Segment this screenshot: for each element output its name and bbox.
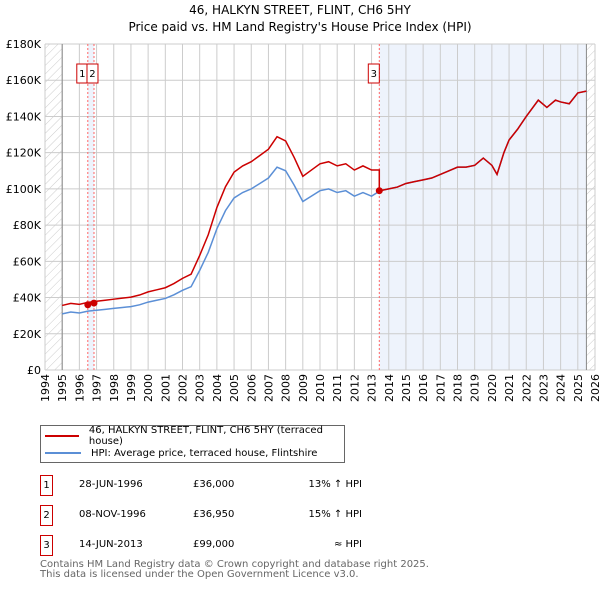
x-tick-label: 2007 — [262, 374, 275, 402]
sale-shade — [379, 44, 587, 370]
legend-item-property: 46, HALKYN STREET, FLINT, CH6 5HY (terra… — [41, 425, 344, 447]
sale-shade — [87, 44, 94, 370]
sale-label: 1 — [79, 69, 85, 80]
x-tick-label: 2014 — [383, 374, 396, 402]
transaction-price: £36,000 — [193, 479, 235, 490]
x-tick-label: 1996 — [73, 374, 86, 402]
x-tick-label: 2019 — [469, 374, 482, 402]
x-tick-label: 1995 — [56, 374, 69, 402]
x-tick-label: 2003 — [194, 374, 207, 402]
x-tick-label: 2010 — [314, 374, 327, 402]
chart-title: 46, HALKYN STREET, FLINT, CH6 5HY — [189, 3, 411, 17]
x-tick-label: 1998 — [108, 374, 121, 402]
sale-point — [84, 301, 92, 309]
x-tick-label: 2002 — [177, 374, 190, 402]
transaction-price: £36,950 — [193, 509, 235, 520]
y-tick-label: £100K — [6, 183, 42, 196]
y-tick-label: £160K — [6, 74, 42, 87]
y-tick-label: £80K — [13, 219, 42, 232]
x-tick-label: 2021 — [503, 374, 516, 402]
x-tick-label: 2025 — [572, 374, 585, 402]
x-tick-label: 2011 — [331, 374, 344, 402]
y-tick-label: £60K — [13, 255, 42, 268]
y-tick-label: £20K — [13, 328, 42, 341]
footer-line: This data is licensed under the Open Gov… — [40, 569, 359, 580]
x-tick-label: 2017 — [434, 374, 447, 402]
transaction-badge: 1 — [40, 475, 53, 496]
x-tick-label: 2009 — [297, 374, 310, 402]
footer: Contains HM Land Registry data © Crown c… — [40, 560, 429, 580]
transaction-hpi: ≈ HPI — [333, 539, 362, 550]
transaction-date: 14-JUN-2013 — [79, 539, 143, 550]
x-tick-label: 2013 — [366, 374, 379, 402]
legend: 46, HALKYN STREET, FLINT, CH6 5HY (terra… — [40, 425, 345, 463]
legend-item-hpi: HPI: Average price, terraced house, Flin… — [41, 445, 317, 461]
x-tick-label: 2022 — [520, 374, 533, 402]
y-tick-label: £140K — [6, 110, 42, 123]
legend-swatch — [45, 435, 79, 437]
x-tick-label: 2006 — [245, 374, 258, 402]
x-tick-label: 1999 — [125, 374, 138, 402]
transaction-row: 2 08-NOV-1996 £36,950 15% ↑ HPI — [40, 505, 600, 526]
x-tick-label: 2020 — [486, 374, 499, 402]
legend-swatch — [45, 452, 81, 454]
sale-label-box — [367, 63, 380, 84]
x-tick-label: 1994 — [39, 374, 52, 402]
transaction-date: 08-NOV-1996 — [79, 509, 146, 520]
sale-label: 3 — [371, 69, 377, 80]
x-tick-label: 2008 — [280, 374, 293, 402]
transaction-date: 28-JUN-1996 — [79, 479, 143, 490]
transaction-row: 3 14-JUN-2013 £99,000 ≈ HPI — [40, 535, 600, 556]
transaction-badge: 2 — [40, 505, 53, 526]
x-tick-label: 2026 — [589, 374, 600, 402]
price-chart: 1994 1995 1996 1997 1998 1999 2000 2001 2002 2003… — [6, 38, 600, 402]
chart-subtitle: Price paid vs. HM Land Registry's House … — [128, 20, 472, 34]
x-tick-label: 2023 — [537, 374, 550, 402]
x-tick-label: 2024 — [555, 374, 568, 402]
y-tick-label: £40K — [13, 292, 42, 305]
y-tick-label: £0 — [27, 364, 41, 377]
sale-label-box — [86, 63, 99, 84]
sale-label: 2 — [89, 69, 95, 80]
transaction-badge: 3 — [40, 535, 53, 556]
x-tick-label: 2005 — [228, 374, 241, 402]
transaction-hpi: 13% ↑ HPI — [308, 479, 362, 490]
x-tick-label: 2004 — [211, 374, 224, 402]
x-tick-label: 2016 — [417, 374, 430, 402]
x-tick-label: 1997 — [91, 374, 104, 402]
x-tick-label: 2018 — [452, 374, 465, 402]
legend-label: HPI: Average price, terraced house, Flin… — [91, 447, 318, 459]
x-tick-label: 2000 — [142, 374, 155, 402]
x-tick-label: 2012 — [348, 374, 361, 402]
sale-point — [90, 299, 98, 307]
transaction-row: 1 28-JUN-1996 £36,000 13% ↑ HPI — [40, 475, 600, 496]
no-data-hatch — [586, 44, 595, 370]
no-data-hatch — [45, 44, 63, 370]
y-tick-label: £180K — [6, 38, 42, 51]
y-tick-label: £120K — [6, 147, 42, 160]
transaction-hpi: 15% ↑ HPI — [308, 509, 362, 520]
property-price-line — [62, 90, 587, 307]
footer-line: Contains HM Land Registry data © Crown c… — [40, 559, 429, 570]
legend-label: 46, HALKYN STREET, FLINT, CH6 5HY (terra… — [88, 425, 323, 447]
sale-point — [375, 187, 383, 195]
transaction-price: £99,000 — [193, 539, 235, 550]
x-tick-label: 2001 — [159, 374, 172, 402]
x-tick-label: 2015 — [400, 374, 413, 402]
